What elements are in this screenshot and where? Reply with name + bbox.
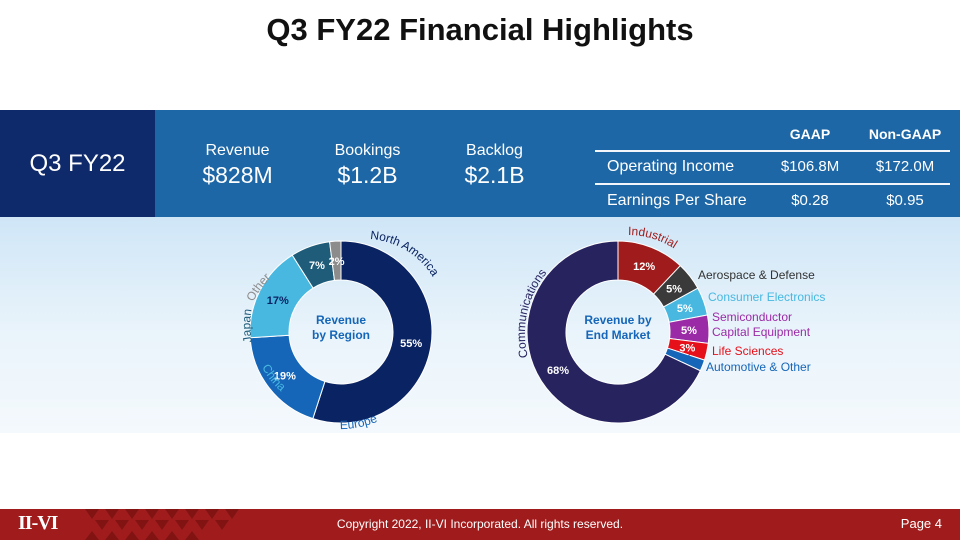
- market-center-line2: End Market: [586, 328, 651, 342]
- metric-label: Revenue: [205, 142, 270, 159]
- slice-value-label: 5%: [666, 283, 682, 295]
- region-donut: 55% 19% 17% 7% 2%: [249, 240, 433, 424]
- charts-background: [0, 217, 960, 433]
- charts-area: 55%19%17%7% 2% 12%5%5%5%3%2%68% North Ame…: [239, 224, 825, 432]
- slice-value-label: 55%: [400, 338, 422, 350]
- label-automotive: Automotive & Other: [706, 360, 811, 374]
- label-semiconductor-line1: Semiconductor: [712, 310, 792, 324]
- row-label: Operating Income: [607, 158, 735, 175]
- metric-label: Backlog: [466, 142, 523, 159]
- table-row: Operating Income $106.8M $172.0M: [595, 152, 955, 184]
- metric-value: $1.2B: [337, 162, 398, 188]
- table-rule: [595, 150, 950, 152]
- label-japan: Japan: [239, 308, 255, 344]
- slice-value-label: 5%: [681, 325, 697, 337]
- row-label: Earnings Per Share: [607, 192, 747, 209]
- table-row: Earnings Per Share $0.28 $0.95: [595, 186, 955, 218]
- label-consumer-electronics: Consumer Electronics: [708, 290, 825, 304]
- slice-value-label: 7%: [309, 260, 325, 272]
- slice-value-label: 12%: [633, 261, 655, 273]
- slice-value-label: 3%: [679, 342, 695, 354]
- period-label: Q3 FY22: [0, 110, 155, 217]
- cell-non-gaap: $172.0M: [875, 158, 935, 175]
- highlights-band: Q3 FY22 Revenue $828M Bookings $1.2B Bac…: [0, 110, 960, 217]
- table-rule: [595, 183, 950, 185]
- metric-revenue: Revenue $828M: [190, 142, 285, 189]
- donut-slice-other: [329, 240, 342, 281]
- market-center-line1: Revenue by: [584, 313, 652, 327]
- table-header: GAAP Non-GAAP: [595, 120, 955, 150]
- page-number: Page 4: [900, 516, 942, 531]
- copyright-text: Copyright 2022, II-VI Incorporated. All …: [336, 517, 624, 531]
- label-semiconductor-line2: Capital Equipment: [712, 325, 811, 339]
- footer-pattern: [85, 509, 239, 540]
- slice-value-label: 68%: [547, 365, 569, 377]
- slice-value-label: 5%: [677, 303, 693, 315]
- metric-value: $2.1B: [464, 162, 525, 188]
- donut-slice-north-america: [312, 240, 433, 424]
- slice-value-label: 19%: [274, 371, 296, 383]
- label-life-sciences: Life Sciences: [712, 344, 783, 358]
- header-gaap: GAAP: [789, 126, 831, 142]
- donut-slice-communications: [526, 240, 702, 424]
- income-table: GAAP Non-GAAP Operating Income $106.8M $…: [595, 120, 955, 218]
- metric-value: $828M: [202, 162, 273, 188]
- metric-bookings: Bookings $1.2B: [320, 142, 415, 189]
- company-logo: II-VI: [18, 512, 58, 534]
- market-donut: 12%5%5%5%3%2%68%: [526, 240, 710, 424]
- region-center-line1: Revenue: [316, 313, 366, 327]
- cell-gaap: $106.8M: [780, 158, 840, 175]
- metric-backlog: Backlog $2.1B: [447, 142, 542, 189]
- header-non-gaap: Non-GAAP: [868, 126, 942, 142]
- cell-gaap: $0.28: [791, 192, 829, 209]
- label-aerospace: Aerospace & Defense: [698, 268, 815, 282]
- metric-label: Bookings: [334, 142, 401, 159]
- slice-value-label: 2%: [329, 256, 345, 268]
- slide-title: Q3 FY22 Financial Highlights: [266, 12, 694, 47]
- cell-non-gaap: $0.95: [886, 192, 924, 209]
- region-center-line2: by Region: [312, 328, 370, 342]
- footer: II-VI Copyright 2022, II-VI Incorporated…: [0, 509, 960, 540]
- slice-value-label: 17%: [267, 295, 289, 307]
